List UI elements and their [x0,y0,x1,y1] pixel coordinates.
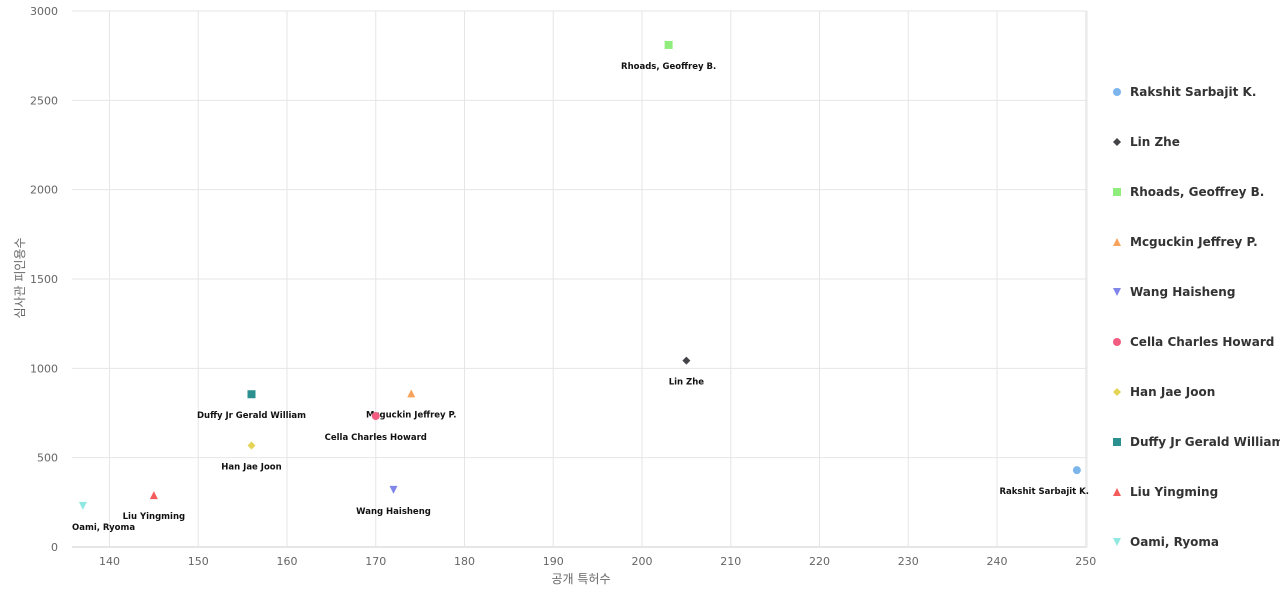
legend-label: Liu Yingming [1130,485,1218,499]
legend-item: Mcguckin Jeffrey P. [1113,235,1258,249]
grid-lines [72,10,1088,548]
legend-item: Liu Yingming [1113,485,1218,499]
y-tick-label: 1500 [30,273,58,286]
legend-label: Wang Haisheng [1130,285,1235,299]
data-label: Lin Zhe [669,378,705,388]
data-point [1072,466,1081,475]
legend-item: Duffy Jr Gerald William [1113,435,1280,449]
x-axis-title: 공개 특허수 [551,572,610,586]
legend-item: Rakshit Sarbajit K. [1113,85,1256,99]
x-tick-label: 160 [277,555,298,568]
data-label: Rhoads, Geoffrey B. [621,62,716,72]
data-point [389,485,398,494]
x-tick-label: 150 [188,555,209,568]
legend-label: Rakshit Sarbajit K. [1130,85,1256,99]
legend-marker [1113,338,1121,346]
data-point [149,491,158,500]
legend-label: Mcguckin Jeffrey P. [1130,235,1258,249]
data-point [664,40,673,49]
x-tick-label: 240 [987,555,1008,568]
legend-item: Rhoads, Geoffrey B. [1113,185,1264,199]
y-axis-title: 심사관 피인용수 [13,237,27,318]
data-label: Liu Yingming [123,512,185,522]
y-tick-label: 500 [37,452,58,465]
legend-label: Rhoads, Geoffrey B. [1130,185,1264,199]
legend-marker [1113,138,1121,146]
legend-item: Han Jae Joon [1113,385,1215,399]
y-tick-label: 3000 [30,5,58,18]
data-point [247,390,256,399]
legend-marker [1113,288,1121,296]
legend-marker [1113,438,1121,446]
data-label: Oami, Ryoma [72,523,135,533]
legend-marker [1113,538,1121,546]
data-point [78,501,87,510]
legend-label: Oami, Ryoma [1130,535,1219,549]
legend-marker [1113,238,1121,246]
legend-marker [1113,88,1121,96]
x-tick-label: 210 [720,555,741,568]
data-label: Cella Charles Howard [325,433,427,443]
legend: Rakshit Sarbajit K. Lin Zhe Rhoads, Geoffr… [1113,85,1280,549]
y-tick-label: 2500 [30,94,58,107]
data-point [407,389,416,398]
legend-item: Oami, Ryoma [1113,535,1219,549]
data-label: Duffy Jr Gerald William [197,411,306,421]
legend-marker [1113,188,1121,196]
y-tick-label: 2000 [30,184,58,197]
data-label: Mcguckin Jeffrey P. [366,410,456,420]
x-tick-label: 200 [632,555,653,568]
x-tick-label: 250 [1075,555,1096,568]
legend-marker [1113,488,1121,496]
data-label: Wang Haisheng [356,507,431,517]
data-points: Rakshit Sarbajit K. Lin Zhe Rhoads, Geoffr… [72,40,1089,533]
legend-item: Lin Zhe [1113,135,1180,149]
x-tick-label: 170 [365,555,386,568]
x-tick-label: 230 [898,555,919,568]
legend-label: Cella Charles Howard [1130,335,1274,349]
legend-label: Duffy Jr Gerald William [1130,435,1280,449]
data-point [247,441,256,450]
legend-item: Cella Charles Howard [1113,335,1274,349]
data-label: Han Jae Joon [221,463,281,473]
y-tick-label: 1000 [30,362,58,375]
x-tick-label: 180 [454,555,475,568]
x-tick-label: 190 [543,555,564,568]
data-point [371,412,380,421]
x-tick-label: 220 [809,555,830,568]
x-tick-label: 140 [99,555,120,568]
legend-label: Han Jae Joon [1130,385,1215,399]
data-label: Rakshit Sarbajit K. [999,487,1089,497]
legend-label: Lin Zhe [1130,135,1180,149]
data-point [682,356,691,365]
legend-item: Wang Haisheng [1113,285,1235,299]
axes: 0 500 1000 1500 2000 2500 3000 140 150 160 170 180 1… [30,5,1096,568]
y-tick-label: 0 [51,541,58,554]
legend-marker [1113,388,1121,396]
